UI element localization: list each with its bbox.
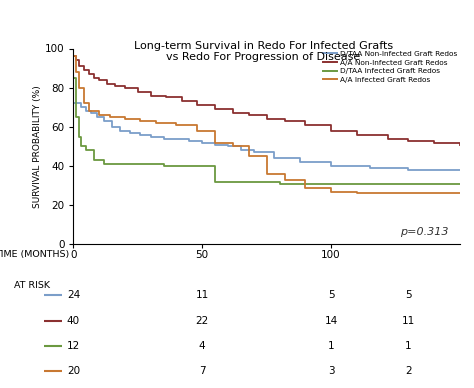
Text: 11: 11 — [196, 290, 209, 300]
Legend: D/TAA Non-Infected Graft Redos, A/A Non-Infected Graft Redos, D/TAA Infected Gra: D/TAA Non-Infected Graft Redos, A/A Non-… — [323, 51, 457, 83]
Text: 1: 1 — [405, 341, 411, 351]
Text: 11: 11 — [401, 316, 415, 326]
Text: TIME (MONTHS): TIME (MONTHS) — [0, 250, 70, 259]
Text: 20: 20 — [67, 366, 80, 376]
Text: AT RISK: AT RISK — [14, 281, 50, 290]
Text: 14: 14 — [324, 316, 337, 326]
Text: 3: 3 — [328, 366, 334, 376]
Text: 5: 5 — [328, 290, 334, 300]
Text: 0: 0 — [70, 250, 77, 260]
Text: 5: 5 — [405, 290, 411, 300]
Text: 40: 40 — [67, 316, 80, 326]
Text: 50: 50 — [196, 250, 209, 260]
Text: 2: 2 — [405, 366, 411, 376]
Text: 1: 1 — [328, 341, 334, 351]
Y-axis label: SURVIVAL PROBABILITY (%): SURVIVAL PROBABILITY (%) — [33, 85, 42, 208]
Text: p=0.313: p=0.313 — [400, 227, 448, 237]
Text: 4: 4 — [199, 341, 206, 351]
Text: 12: 12 — [67, 341, 80, 351]
Text: 100: 100 — [321, 250, 341, 260]
Text: 22: 22 — [196, 316, 209, 326]
Text: 24: 24 — [67, 290, 80, 300]
Text: Long-term Survival in Redo For Infected Grafts
vs Redo For Progression of Diseas: Long-term Survival in Redo For Infected … — [134, 41, 392, 62]
Text: 7: 7 — [199, 366, 206, 376]
